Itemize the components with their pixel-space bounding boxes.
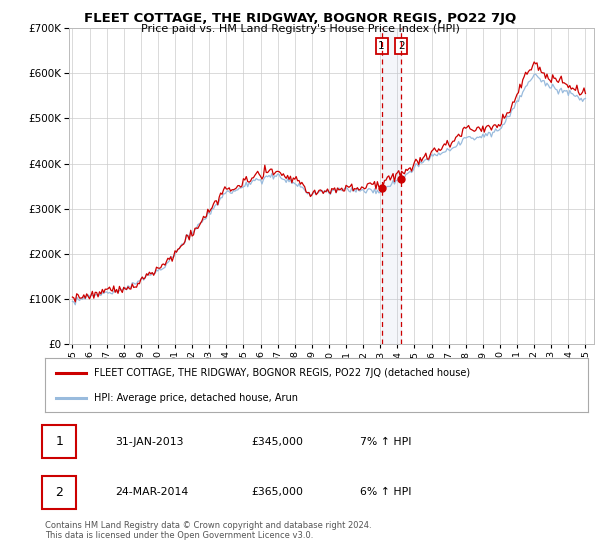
Text: £345,000: £345,000 bbox=[251, 437, 304, 447]
Text: FLEET COTTAGE, THE RIDGWAY, BOGNOR REGIS, PO22 7JQ: FLEET COTTAGE, THE RIDGWAY, BOGNOR REGIS… bbox=[84, 12, 516, 25]
Bar bbox=[382, 28, 401, 344]
Text: 2: 2 bbox=[398, 41, 404, 51]
Text: 24-MAR-2014: 24-MAR-2014 bbox=[116, 487, 189, 497]
FancyBboxPatch shape bbox=[42, 475, 76, 509]
Text: 1: 1 bbox=[378, 41, 385, 51]
Text: Price paid vs. HM Land Registry's House Price Index (HPI): Price paid vs. HM Land Registry's House … bbox=[140, 24, 460, 34]
Text: 2: 2 bbox=[55, 486, 63, 499]
Text: FLEET COTTAGE, THE RIDGWAY, BOGNOR REGIS, PO22 7JQ (detached house): FLEET COTTAGE, THE RIDGWAY, BOGNOR REGIS… bbox=[94, 368, 470, 379]
Text: Contains HM Land Registry data © Crown copyright and database right 2024.
This d: Contains HM Land Registry data © Crown c… bbox=[45, 521, 371, 540]
FancyBboxPatch shape bbox=[42, 425, 76, 459]
Text: 6% ↑ HPI: 6% ↑ HPI bbox=[360, 487, 412, 497]
Text: 7% ↑ HPI: 7% ↑ HPI bbox=[360, 437, 412, 447]
Text: 31-JAN-2013: 31-JAN-2013 bbox=[116, 437, 184, 447]
Text: 1: 1 bbox=[55, 435, 63, 449]
Text: £365,000: £365,000 bbox=[251, 487, 304, 497]
Text: HPI: Average price, detached house, Arun: HPI: Average price, detached house, Arun bbox=[94, 393, 298, 403]
